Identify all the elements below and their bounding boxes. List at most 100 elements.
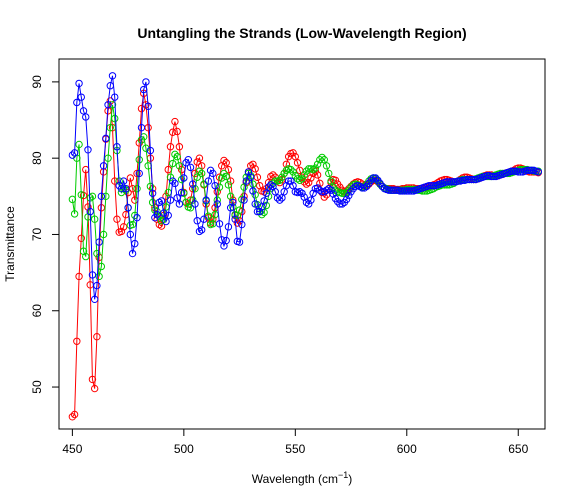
data-point bbox=[371, 174, 380, 182]
data-point bbox=[342, 195, 351, 204]
data-point bbox=[140, 133, 148, 141]
data-point bbox=[90, 384, 99, 393]
data-point bbox=[229, 198, 237, 207]
data-point bbox=[140, 85, 148, 94]
data-point bbox=[358, 184, 366, 192]
data-point bbox=[331, 186, 340, 194]
data-point bbox=[262, 201, 271, 210]
data-point bbox=[82, 252, 90, 261]
data-point bbox=[84, 146, 92, 154]
data-point bbox=[251, 191, 259, 199]
y-tick-label: 60 bbox=[30, 304, 44, 318]
data-point bbox=[298, 175, 306, 183]
data-point bbox=[195, 154, 204, 162]
y-tick-label: 50 bbox=[30, 380, 44, 394]
data-point bbox=[209, 169, 217, 178]
data-point bbox=[106, 97, 114, 105]
data-point bbox=[336, 200, 344, 208]
data-point bbox=[318, 153, 326, 162]
data-point bbox=[231, 215, 239, 223]
data-point bbox=[316, 156, 324, 164]
data-point bbox=[325, 169, 333, 178]
x-tick-label: 450 bbox=[62, 442, 82, 456]
data-point bbox=[195, 167, 204, 175]
data-point bbox=[534, 168, 543, 176]
data-point bbox=[135, 169, 143, 178]
data-point bbox=[126, 230, 135, 239]
data-point bbox=[137, 104, 146, 113]
data-point bbox=[186, 196, 195, 204]
data-point bbox=[68, 413, 77, 421]
data-point bbox=[113, 215, 121, 223]
data-point bbox=[104, 101, 112, 109]
data-point bbox=[142, 144, 150, 152]
data-point bbox=[304, 178, 313, 187]
data-point bbox=[70, 149, 79, 157]
data-point bbox=[296, 188, 304, 196]
data-point bbox=[146, 182, 155, 191]
data-point bbox=[111, 177, 119, 185]
data-point bbox=[309, 165, 317, 174]
data-point bbox=[97, 192, 106, 201]
data-point bbox=[189, 196, 197, 204]
data-point bbox=[117, 184, 126, 193]
data-point bbox=[318, 188, 326, 196]
data-point bbox=[124, 204, 132, 212]
data-point bbox=[186, 204, 195, 212]
data-point bbox=[155, 198, 164, 207]
data-point bbox=[260, 197, 268, 205]
data-point bbox=[160, 209, 168, 217]
data-point bbox=[133, 213, 141, 222]
data-point bbox=[77, 234, 85, 242]
data-point bbox=[235, 238, 244, 246]
data-point bbox=[204, 177, 213, 185]
data-point bbox=[142, 78, 150, 86]
data-point bbox=[429, 181, 438, 190]
data-point bbox=[93, 249, 101, 258]
data-point bbox=[240, 196, 248, 204]
data-point bbox=[169, 128, 177, 136]
data-point bbox=[302, 198, 311, 207]
data-point bbox=[287, 165, 295, 174]
data-point bbox=[113, 143, 121, 151]
chart-title: Untangling the Strands (Low-Wavelength R… bbox=[137, 25, 466, 41]
data-point bbox=[99, 162, 108, 170]
data-point bbox=[220, 156, 228, 165]
data-point bbox=[175, 143, 184, 151]
data-point bbox=[289, 149, 297, 157]
data-point bbox=[99, 230, 108, 239]
series-1 bbox=[68, 89, 543, 421]
data-point bbox=[162, 192, 170, 201]
x-tick-label: 650 bbox=[508, 442, 528, 456]
y-axis-label: Transmittance bbox=[3, 206, 17, 282]
data-point bbox=[119, 223, 128, 231]
data-point bbox=[215, 220, 224, 228]
data-point bbox=[182, 198, 190, 207]
data-point bbox=[175, 162, 184, 170]
data-point bbox=[273, 194, 282, 202]
data-point bbox=[186, 163, 195, 172]
data-point bbox=[75, 140, 83, 149]
data-point bbox=[191, 200, 199, 208]
data-point bbox=[278, 173, 286, 181]
data-point bbox=[171, 117, 179, 126]
data-point bbox=[251, 165, 259, 173]
x-axis: 450 500 550 600 650 bbox=[62, 428, 529, 456]
data-point bbox=[331, 176, 340, 185]
y-axis: 50 60 70 80 90 bbox=[30, 75, 60, 394]
data-point bbox=[173, 127, 181, 136]
data-point bbox=[322, 162, 331, 170]
y-tick-label: 90 bbox=[30, 75, 44, 89]
data-point bbox=[233, 219, 242, 227]
data-point bbox=[302, 167, 311, 175]
data-point bbox=[304, 200, 313, 208]
data-point bbox=[247, 173, 255, 181]
data-point bbox=[70, 410, 79, 419]
data-point bbox=[146, 146, 155, 155]
y-tick-label: 80 bbox=[30, 151, 44, 165]
data-point bbox=[126, 174, 135, 182]
data-point bbox=[111, 114, 119, 123]
data-point bbox=[218, 174, 226, 182]
data-point bbox=[106, 123, 114, 132]
